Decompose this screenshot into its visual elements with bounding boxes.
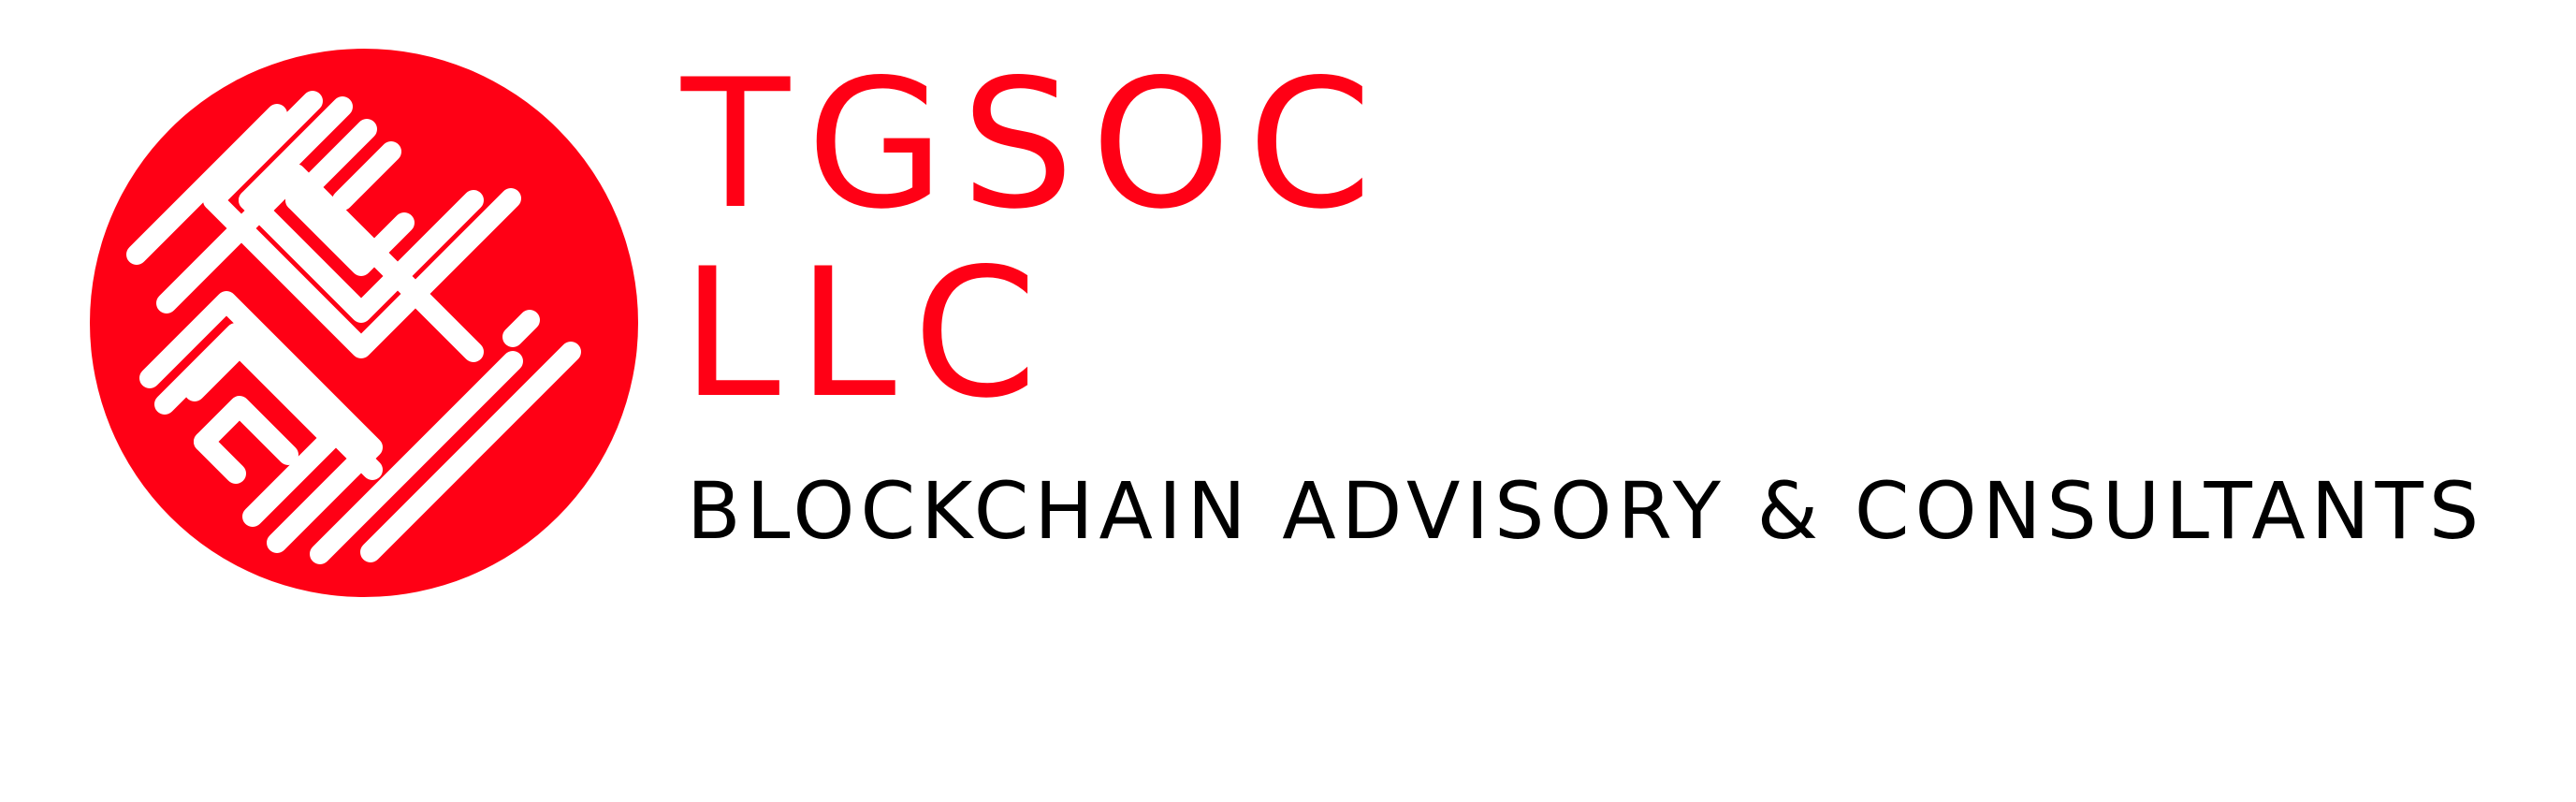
tagline: BLOCKCHAIN ADVISORY & CONSULTANTS (687, 465, 2485, 557)
company-name-line2: LLC (681, 230, 1055, 437)
logo-emblem-icon (90, 49, 638, 597)
company-name-line1: TGSOC (681, 41, 1390, 248)
